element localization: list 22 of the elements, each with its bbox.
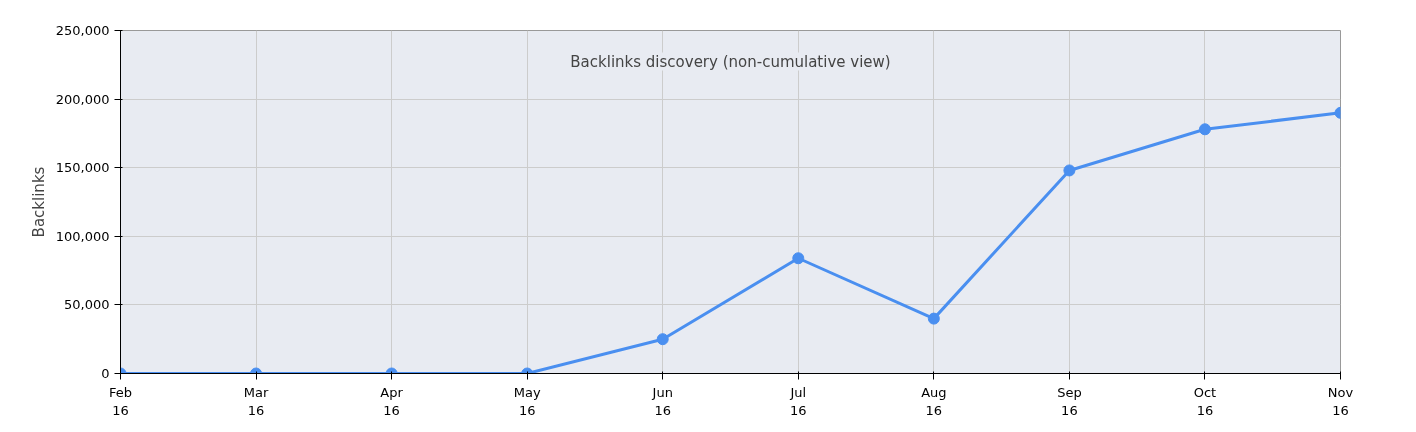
point <box>927 312 940 325</box>
y-tick-label: 250,000 <box>55 23 110 38</box>
point <box>792 252 805 265</box>
x-tick-label: Sep 16 <box>1057 384 1082 418</box>
y-tick-label: 100,000 <box>55 228 110 244</box>
x-tick-label: Nov 16 <box>1327 384 1354 418</box>
x-tick-label: Feb 16 <box>108 384 133 418</box>
y-tick-label: 0 <box>101 366 110 381</box>
point <box>1198 123 1211 136</box>
x-tick-label: Jul 16 <box>789 384 807 418</box>
y-tick-label: 50,000 <box>64 297 110 313</box>
x-tick-label: Mar 16 <box>243 384 269 418</box>
text: Backlinks discovery (non-cumulative view) <box>570 52 891 71</box>
x-tick-label: Aug 16 <box>921 384 947 418</box>
x-tick-label: Jun 16 <box>651 384 673 418</box>
x-tick-label: Oct 16 <box>1193 384 1217 418</box>
y-tick-label: 200,000 <box>55 91 110 107</box>
y-tick-label: 150,000 <box>55 160 110 176</box>
point <box>1063 164 1076 177</box>
y-axis-title: Backlinks <box>29 166 48 238</box>
x-tick-label: May 16 <box>513 384 541 418</box>
x-tick-label: Apr 16 <box>380 384 404 418</box>
